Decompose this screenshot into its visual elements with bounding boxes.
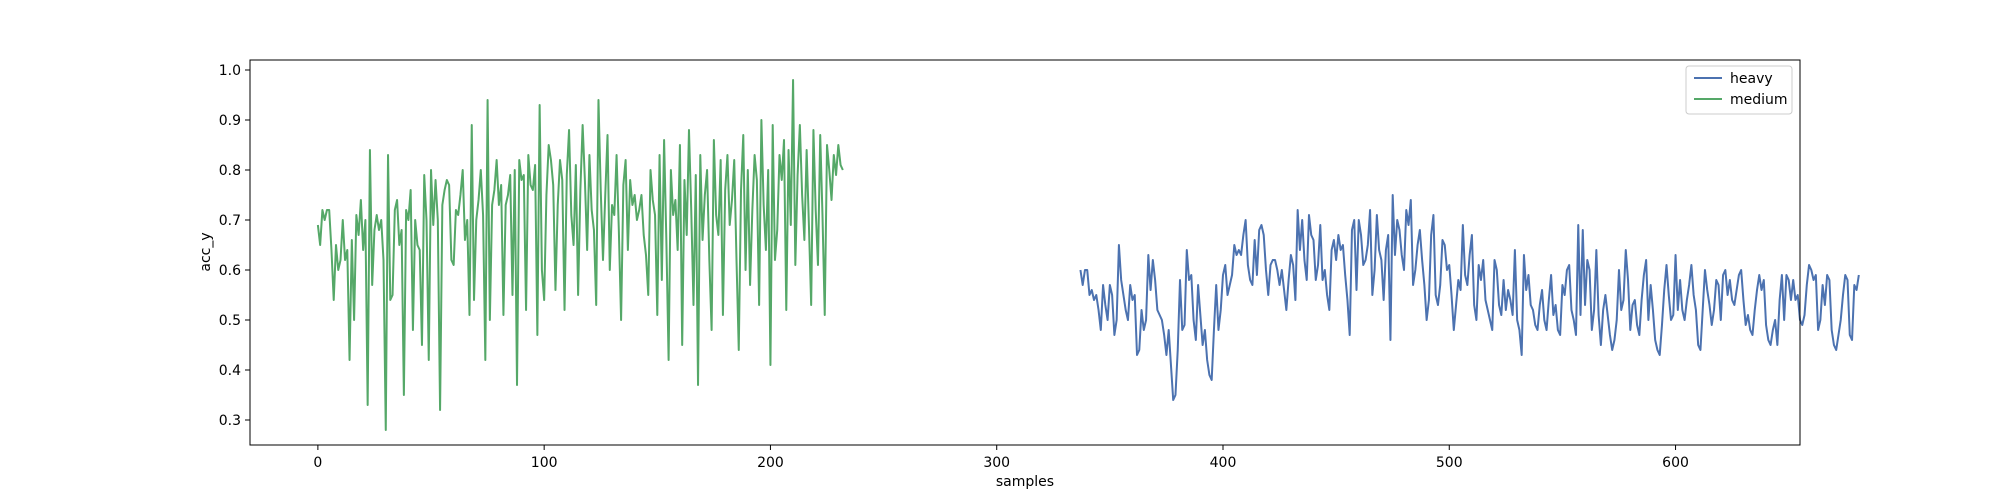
x-axis-label: samples <box>996 474 1054 490</box>
x-tick-label: 300 <box>983 455 1010 471</box>
y-tick-label: 0.6 <box>219 263 241 279</box>
series-line-medium <box>316 79 844 431</box>
plot-frame <box>249 59 1801 446</box>
y-axis-ticks: 0.3 0.4 0.5 0.6 0.7 0.8 0.9 1.0 <box>219 63 250 429</box>
x-tick-label: 400 <box>1210 455 1237 471</box>
y-tick-label: 0.5 <box>219 313 241 329</box>
x-axis-ticks: 0 100 200 300 400 500 600 <box>313 445 1689 471</box>
series-line-heavy <box>1079 194 1860 401</box>
x-tick-label: 600 <box>1662 455 1689 471</box>
x-tick-label: 0 <box>313 455 322 471</box>
x-tick-label: 100 <box>531 455 558 471</box>
y-tick-label: 0.7 <box>219 213 241 229</box>
legend-label-heavy: heavy <box>1730 71 1773 87</box>
x-tick-label: 200 <box>757 455 784 471</box>
series-layer <box>316 79 1860 431</box>
legend-label-medium: medium <box>1730 92 1788 108</box>
y-axis-label: acc_y <box>198 232 214 271</box>
y-tick-label: 0.9 <box>219 113 241 129</box>
legend: heavy medium <box>1685 65 1793 115</box>
y-tick-label: 1.0 <box>219 63 241 79</box>
plot-area-background <box>250 60 1800 445</box>
x-tick-label: 500 <box>1436 455 1463 471</box>
y-tick-label: 0.4 <box>219 363 241 379</box>
y-tick-label: 0.3 <box>219 413 241 429</box>
y-tick-label: 0.8 <box>219 163 241 179</box>
